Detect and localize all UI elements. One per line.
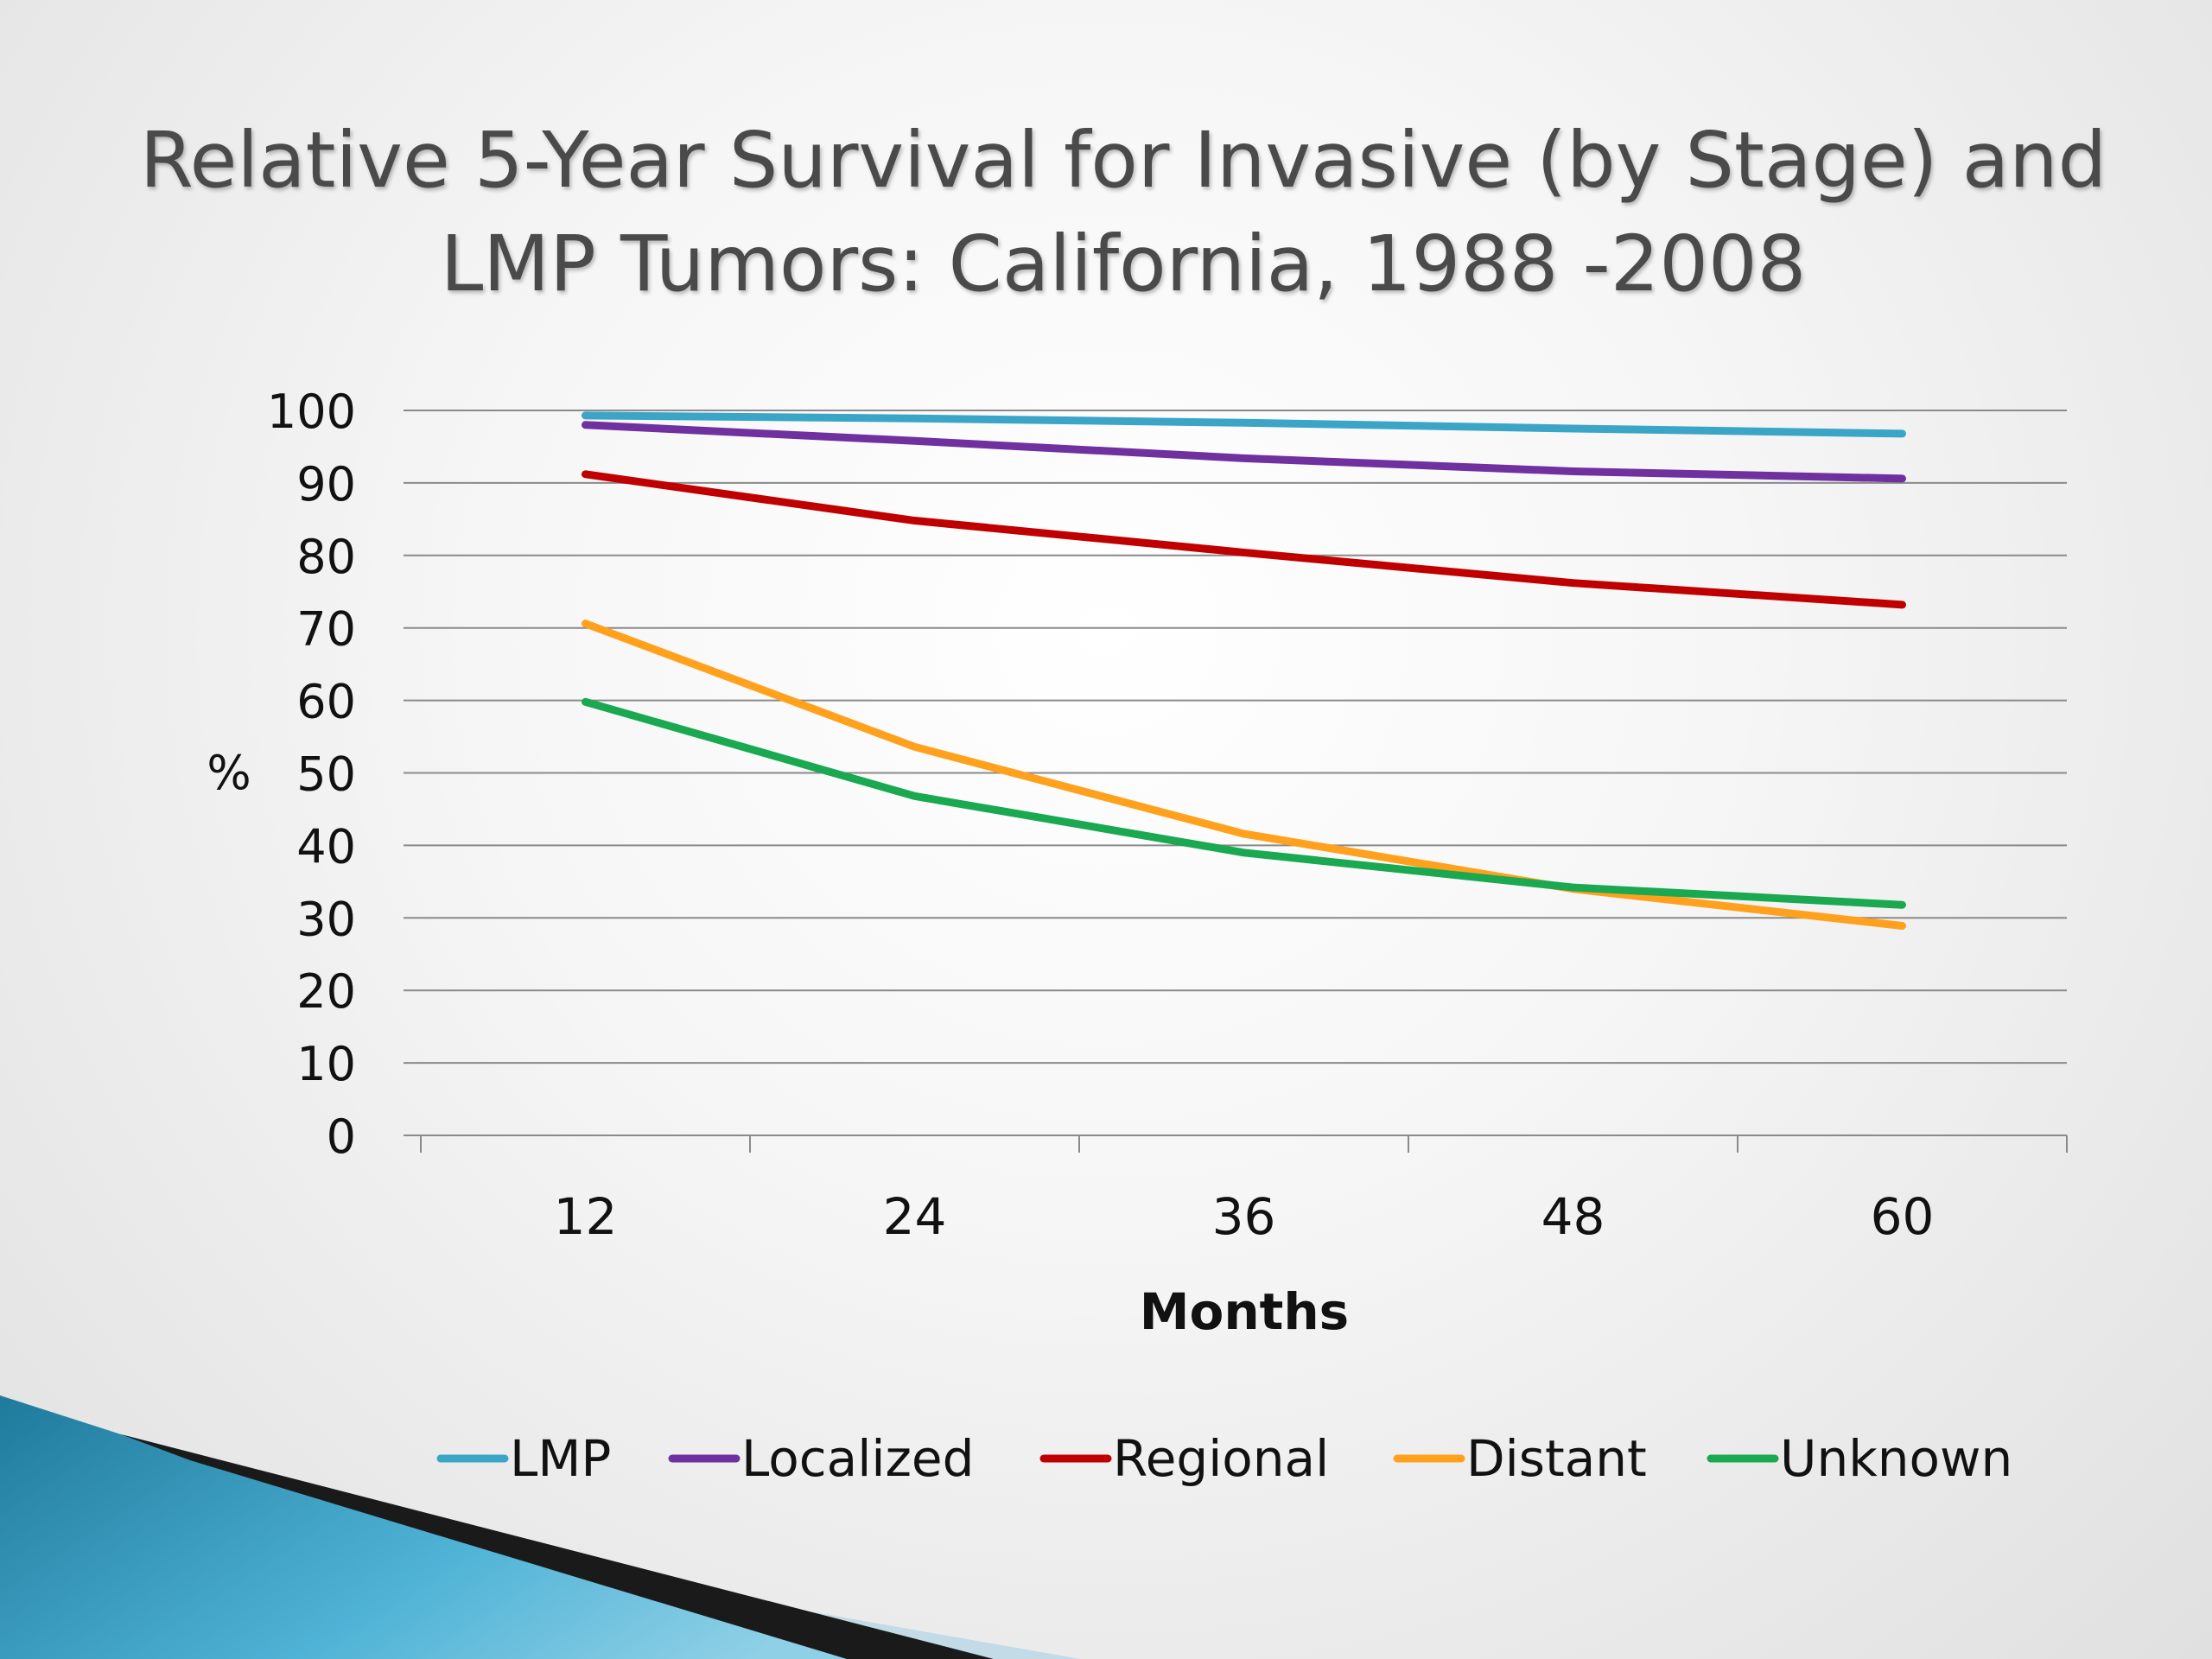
y-tick-label: 80 [296,530,356,584]
legend-label: Unknown [1780,1429,2012,1488]
x-tick-label: 60 [1871,1187,1935,1246]
series-lines [582,411,1906,931]
y-tick-label: 10 [296,1037,356,1091]
y-tick-label: 40 [296,819,356,874]
legend-item-regional: Regional [1039,1429,1329,1488]
series-line-lmp [582,411,1906,438]
series-line-distant [582,620,1906,931]
x-tick-label: 12 [554,1187,618,1246]
x-tick-label: 48 [1541,1187,1605,1246]
legend: LMP Localized Regional Distant Unknown [436,1429,2012,1488]
y-tick-label: 50 [296,747,356,802]
x-tick-label: 36 [1212,1187,1276,1246]
y-tick-label: 30 [296,892,356,946]
legend-label: LMP [510,1429,611,1488]
teal-wedge-shape [0,1395,994,1659]
y-tick-label: 100 [267,385,356,439]
y-tick-labels: 0 10 20 30 40 50 60 70 80 90 100 [267,385,356,1164]
axes [420,1135,2068,1153]
legend-item-localized: Localized [668,1429,974,1488]
x-tick-label: 24 [883,1187,947,1246]
y-tick-label: 20 [296,964,356,1019]
legend-label: Regional [1113,1429,1329,1488]
series-line-localized [582,421,1906,483]
legend-item-distant: Distant [1393,1429,1647,1488]
series-line-regional [582,470,1906,609]
x-tick-labels: 12 24 36 48 60 [554,1187,1935,1246]
series-line-unknown [582,697,1906,909]
gridlines [404,410,2067,1136]
legend-label: Distant [1466,1429,1647,1488]
y-tick-label: 0 [327,1109,356,1164]
legend-item-lmp: LMP [436,1429,611,1488]
y-axis-label: % [207,746,251,800]
black-wedge-shape [121,1434,994,1659]
y-tick-label: 70 [296,602,356,657]
chart-title: Relative 5-Year Survival for Invasive (b… [139,115,2107,308]
x-axis-label: Months [1140,1282,1349,1341]
y-tick-label: 90 [296,457,356,512]
legend-label: Localized [741,1429,974,1488]
y-tick-label: 60 [296,675,356,729]
legend-item-unknown: Unknown [1707,1429,2012,1488]
